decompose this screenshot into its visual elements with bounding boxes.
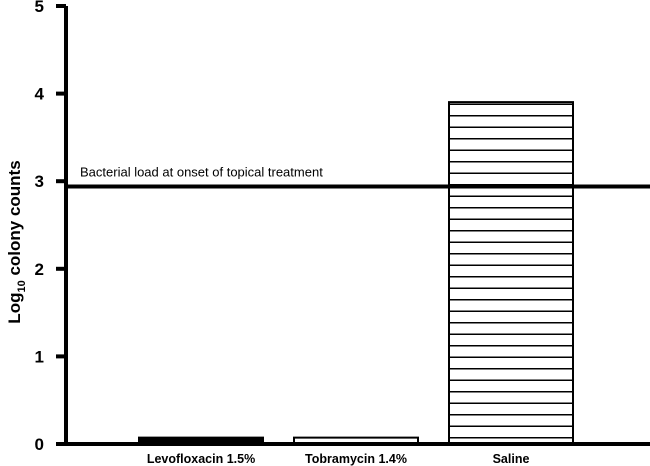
y-tick-label: 5: [35, 0, 44, 16]
x-labels-group: Levofloxacin 1.5% Tobramycin 1.4% Saline: [147, 452, 530, 466]
y-axis-label-suffix: colony counts: [5, 160, 24, 280]
y-ticks-group: 0 1 2 3 4 5: [35, 0, 66, 454]
y-tick-label: 1: [35, 347, 44, 366]
x-tick-label: Saline: [493, 452, 530, 466]
reference-line-label: Bacterial load at onset of topical treat…: [80, 164, 323, 179]
y-axis-label: Log10 colony counts: [5, 160, 28, 323]
y-tick-label: 0: [35, 435, 44, 454]
y-axis-label-subscript: 10: [16, 280, 28, 292]
y-axis-label-prefix: Log: [5, 293, 24, 324]
bar: [448, 101, 574, 445]
y-tick-label: 3: [35, 172, 44, 191]
bars-group: [138, 101, 574, 445]
x-tick-label: Tobramycin 1.4%: [305, 452, 407, 466]
y-tick-label: 4: [35, 85, 45, 104]
x-tick-label: Levofloxacin 1.5%: [147, 452, 255, 466]
y-tick-label: 2: [35, 260, 44, 279]
